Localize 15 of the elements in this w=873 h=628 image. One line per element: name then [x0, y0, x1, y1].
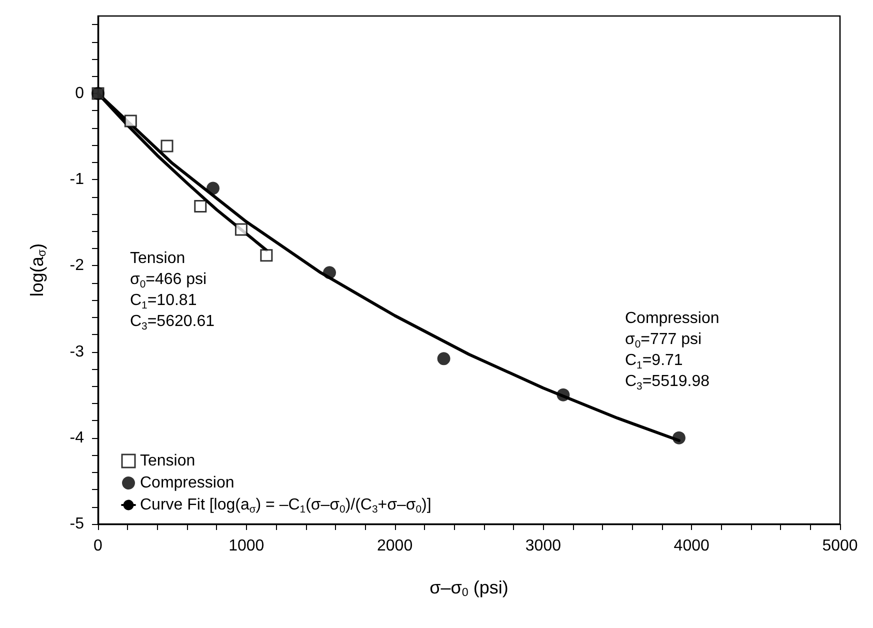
legend-label: Compression	[140, 474, 234, 492]
x-tick-label: 2000	[377, 538, 413, 554]
x-tick-label: 4000	[674, 538, 710, 554]
y-tick-label: -1	[70, 171, 84, 188]
y-tick-label: -4	[70, 429, 84, 446]
y-axis-title: log(aσ)	[26, 243, 48, 297]
x-tick-label: 5000	[822, 538, 858, 554]
x-tick-label: 1000	[228, 538, 264, 554]
legend-label: Tension	[140, 452, 196, 470]
y-tick-label: -2	[70, 257, 84, 274]
x-tick-label: 3000	[525, 538, 562, 554]
x-tick-label: 0	[94, 538, 103, 554]
y-tick-label: -3	[70, 343, 84, 360]
y-tick-label: 0	[75, 84, 84, 102]
y-tick-label: -5	[70, 516, 84, 532]
